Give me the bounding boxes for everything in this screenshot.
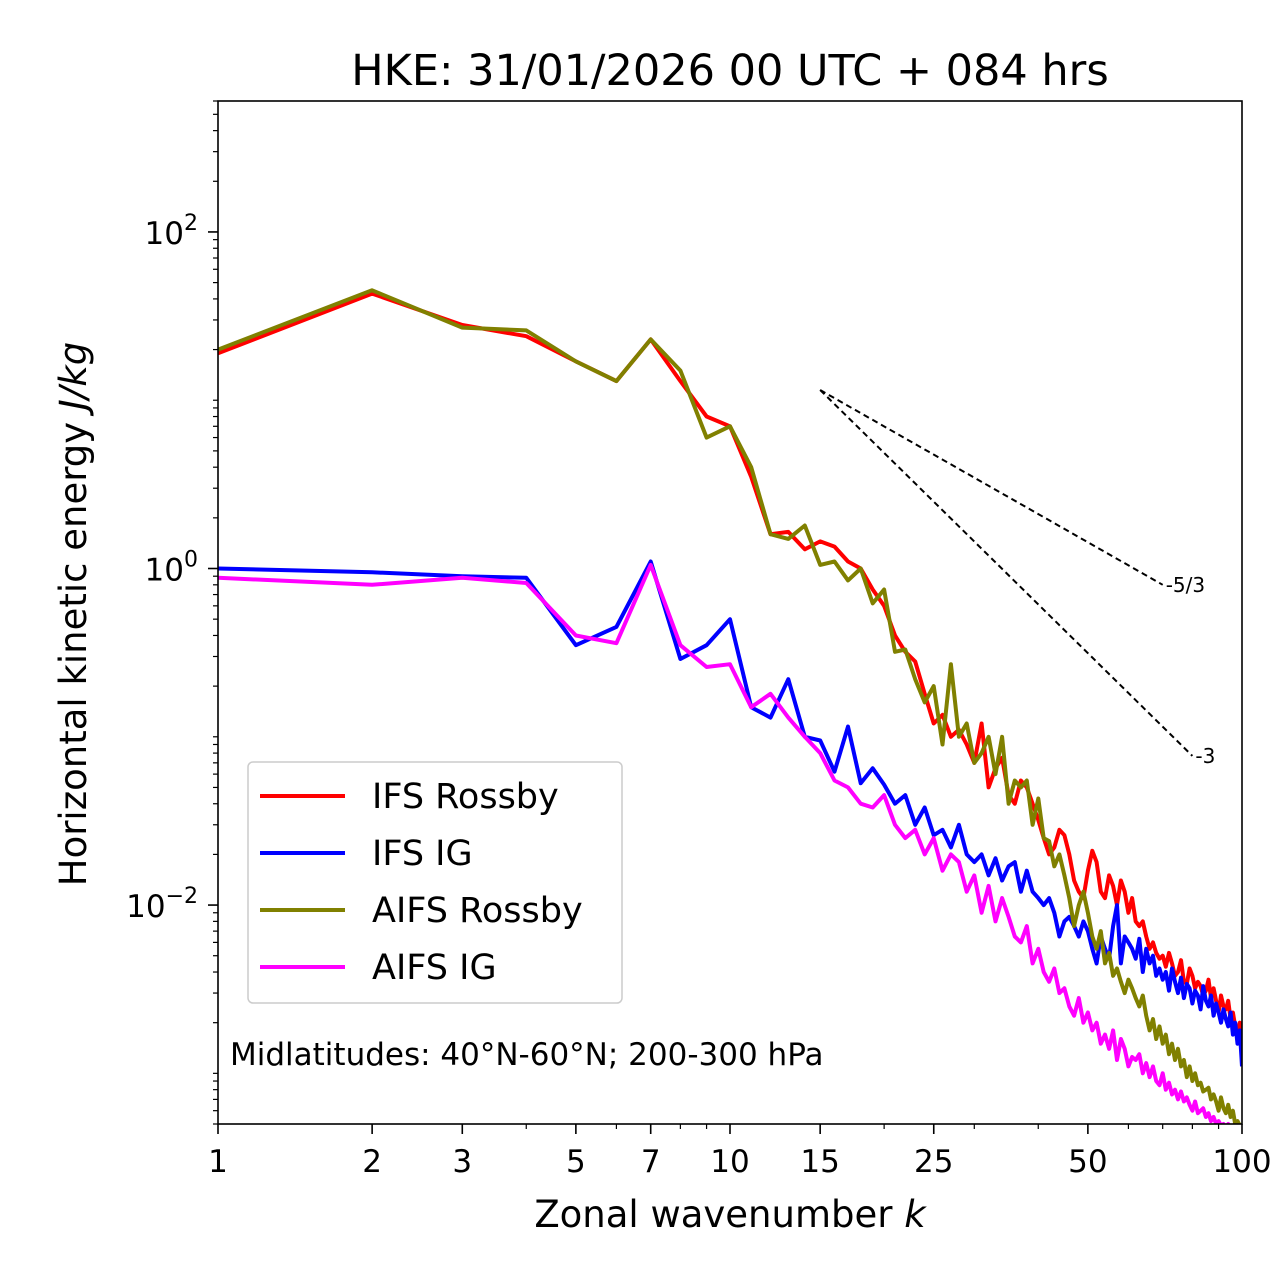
x-tick-label-6: 15 — [800, 1144, 839, 1180]
y-axis-label: Horizontal kinetic energy J/kg — [52, 342, 95, 886]
x-tick-label-9: 100 — [1212, 1144, 1271, 1180]
reference-slope-label-1: -3 — [1195, 744, 1215, 768]
legend-label-2: AIFS Rossby — [372, 891, 583, 931]
axis-ticks: 1 2 3 5 7 10 15 25 50 100 102 100 10−2 — [126, 100, 1272, 1180]
series-layer — [218, 288, 1242, 1124]
reference-slope-layer: -5/3 -3 — [819, 389, 1215, 768]
y-tick-label-2: 10−2 — [126, 884, 198, 925]
legend-label-0: IFS Rossby — [372, 777, 559, 817]
legend-box — [247, 761, 623, 1004]
x-tick-label-8: 50 — [1068, 1144, 1107, 1180]
series-line-1 — [218, 559, 1242, 1067]
x-tick-label-7: 25 — [914, 1144, 953, 1180]
chart-title: HKE: 31/01/2026 00 UTC + 084 hrs — [351, 46, 1108, 96]
region-annotation: Midlatitudes: 40°N-60°N; 200-300 hPa — [230, 1037, 824, 1073]
x-tick-label-1: 2 — [362, 1144, 382, 1180]
reference-slope-label-0: -5/3 — [1166, 573, 1205, 597]
x-tick-label-0: 1 — [208, 1144, 228, 1180]
legend-label-3: AIFS IG — [372, 948, 497, 988]
x-tick-label-4: 7 — [641, 1144, 661, 1180]
legend-label-1: IFS IG — [372, 834, 473, 874]
y-tick-label-0: 102 — [145, 211, 198, 252]
series-line-2 — [218, 288, 1242, 1124]
reference-slope-line-1 — [819, 389, 1194, 757]
y-tick-label-1: 100 — [145, 548, 198, 589]
x-tick-label-3: 5 — [566, 1144, 586, 1180]
x-tick-label-2: 3 — [452, 1144, 472, 1180]
x-tick-label-5: 10 — [710, 1144, 749, 1180]
legend: IFS Rossby IFS IG AIFS Rossby AIFS IG — [247, 761, 623, 1004]
series-line-3 — [218, 562, 1235, 1124]
x-axis-label: Zonal wavenumber k — [534, 1193, 927, 1236]
reference-slope-line-0 — [819, 389, 1164, 586]
